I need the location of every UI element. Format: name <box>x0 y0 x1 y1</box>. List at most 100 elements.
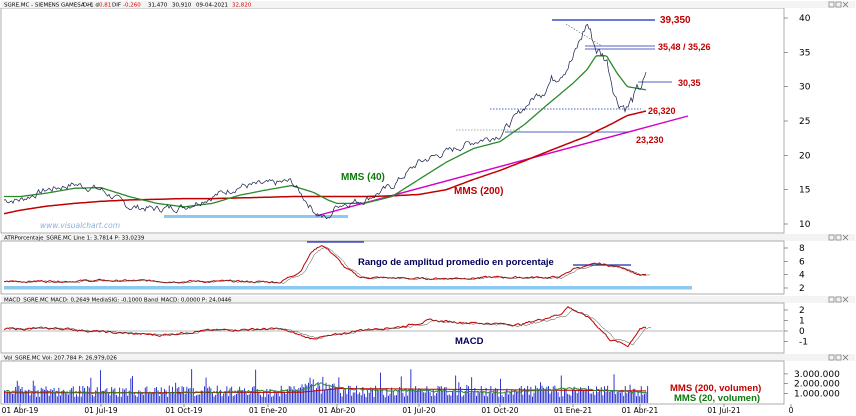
volume-bar <box>60 395 61 403</box>
x-tick-label: 01 Jul-20 <box>402 406 435 415</box>
volume-bar <box>368 392 370 403</box>
volume-bar <box>527 385 529 403</box>
minimize-icon[interactable] <box>828 1 835 8</box>
volume-bar <box>84 387 85 403</box>
volume-bar <box>416 390 418 403</box>
vol-yticks-tick-label: 1.000.000 <box>794 389 840 399</box>
volume-bar <box>63 389 65 403</box>
volume-bar <box>636 396 637 403</box>
volume-bar <box>108 394 109 403</box>
volume-bar <box>468 386 469 403</box>
volume-bar <box>247 395 249 403</box>
volume-bar <box>399 387 401 403</box>
volume-bar <box>565 388 567 403</box>
volume-bar <box>477 391 479 403</box>
volume-bar <box>476 395 477 403</box>
volume-bar <box>72 386 74 403</box>
volume-bar <box>394 395 396 403</box>
x-tick-label: 01 Oct-20 <box>481 406 518 415</box>
volume-bar <box>7 391 9 403</box>
volume-bar <box>586 389 588 403</box>
price-yticks-tick-label: 25 <box>799 117 810 127</box>
atr-maximize-icon[interactable] <box>835 234 842 241</box>
volume-bar <box>234 395 236 403</box>
volume-bar <box>522 394 524 403</box>
volume-bar <box>600 387 602 403</box>
volume-bar <box>415 386 417 403</box>
volume-bar <box>397 389 399 403</box>
atr-window-buttons[interactable] <box>828 234 849 241</box>
volume-bar <box>631 390 633 403</box>
volume-bar <box>356 385 357 403</box>
volume-bar <box>231 386 233 403</box>
macd-yticks-tick-label: 2 <box>799 306 805 316</box>
volume-bar <box>485 387 487 403</box>
macd-minimize-icon[interactable] <box>828 296 835 303</box>
volume-bar <box>360 395 362 403</box>
volume-bar <box>288 386 290 403</box>
volume-bar <box>96 387 98 403</box>
volume-bar <box>626 393 628 403</box>
volume-bar <box>250 391 252 403</box>
volume-bar <box>460 386 461 403</box>
volume-bar <box>589 393 591 403</box>
volume-bar <box>421 390 423 403</box>
volume-bar <box>440 386 442 403</box>
macd-maximize-icon[interactable] <box>835 296 842 303</box>
atr-minimize-icon[interactable] <box>828 234 835 241</box>
close-icon[interactable] <box>842 1 849 8</box>
volume-bar <box>44 389 45 403</box>
volume-bar <box>453 391 455 403</box>
volume-bar <box>178 386 180 403</box>
volume-bar <box>173 394 175 403</box>
volume-bar <box>344 388 346 403</box>
vol-minimize-icon[interactable] <box>828 354 835 361</box>
volume-bar <box>119 387 121 403</box>
volume-bar <box>493 389 495 403</box>
volume-bar <box>124 389 125 403</box>
volume-bar <box>205 377 207 403</box>
maximize-icon[interactable] <box>835 1 842 8</box>
volume-bar <box>349 386 351 403</box>
price-window-buttons[interactable] <box>828 1 849 8</box>
volume-bar <box>340 393 341 403</box>
atr-yticks-tick-label: 6 <box>799 257 805 267</box>
volume-bar <box>284 392 285 403</box>
volume-bar <box>584 389 586 403</box>
volume-bar <box>583 390 585 403</box>
volume-bar <box>45 386 47 403</box>
volume-bar <box>280 385 282 403</box>
volume-bar <box>448 394 450 403</box>
volume-bar <box>581 389 583 403</box>
volume-bar <box>516 391 517 403</box>
volume-bar <box>176 388 178 403</box>
volume-bar <box>50 389 52 403</box>
volume-bar <box>135 395 137 403</box>
price-yticks-tick-label: 35 <box>799 48 810 58</box>
x-tick-label: 01 Ene-20 <box>249 406 288 415</box>
volume-bar <box>88 387 90 403</box>
x-axis: 01 Abr-19 01 Jul-19 01 Oct-19 01 Ene-20 01 A… <box>2 404 794 415</box>
vol-maximize-icon[interactable] <box>835 354 842 361</box>
volume-bar <box>223 393 225 403</box>
vol-close-icon[interactable] <box>842 354 849 361</box>
macd-window-buttons[interactable] <box>828 296 849 303</box>
volume-bar <box>68 394 69 403</box>
atr-close-icon[interactable] <box>842 234 849 241</box>
volume-bar <box>316 388 317 403</box>
volume-bar <box>98 392 100 403</box>
volume-bar <box>432 389 434 403</box>
volume-bar <box>492 393 493 403</box>
volume-bar <box>496 388 498 403</box>
volume-bar <box>410 369 412 403</box>
volume-bar <box>389 393 391 403</box>
volume-bar <box>362 387 364 403</box>
volume-bar <box>130 378 132 403</box>
volume-bar <box>506 388 508 403</box>
macd-close-icon[interactable] <box>842 296 849 303</box>
vol-window-buttons[interactable] <box>828 354 849 361</box>
volume-bar <box>252 387 253 403</box>
volume-bar <box>391 387 393 403</box>
volume-bar <box>101 390 103 403</box>
volume-bar <box>552 386 554 403</box>
